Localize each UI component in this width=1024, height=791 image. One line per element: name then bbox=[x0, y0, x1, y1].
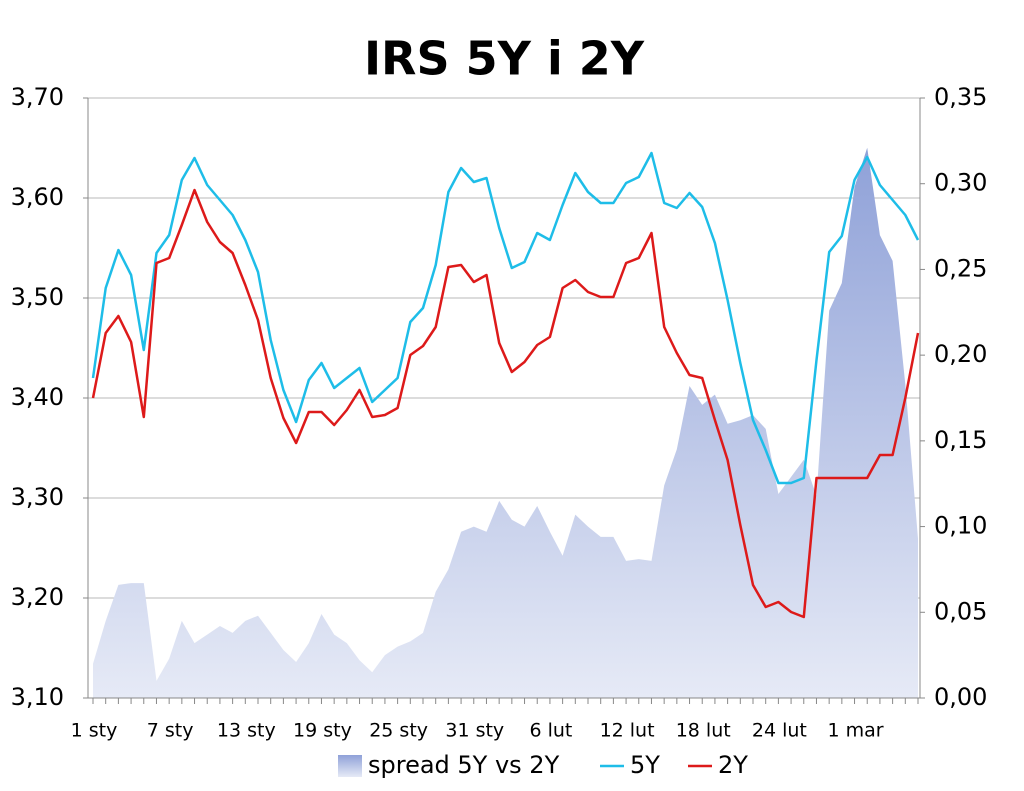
y2-tick-label: 0,00 bbox=[934, 683, 987, 711]
y-tick-label: 3,30 bbox=[11, 483, 64, 511]
legend-label: spread 5Y vs 2Y bbox=[368, 751, 560, 779]
y-tick-label: 3,10 bbox=[11, 683, 64, 711]
y-tick-label: 3,40 bbox=[11, 383, 64, 411]
x-tick-label: 1 sty bbox=[71, 720, 118, 742]
line bbox=[91, 151, 920, 485]
y-tick-label: 3,20 bbox=[11, 583, 64, 611]
y-tick-label: 3,50 bbox=[11, 283, 64, 311]
x-tick-label: 19 sty bbox=[293, 720, 352, 742]
y2-tick-label: 0,05 bbox=[934, 597, 987, 625]
x-tick-label: 1 mar bbox=[827, 720, 883, 742]
y2-tick-label: 0,30 bbox=[934, 169, 987, 197]
area bbox=[93, 147, 918, 698]
x-tick-label: 13 sty bbox=[217, 720, 276, 742]
y2-tick-label: 0,15 bbox=[934, 426, 987, 454]
y2-tick-label: 0,35 bbox=[934, 83, 987, 111]
line bbox=[91, 188, 920, 619]
x-tick-label: 7 sty bbox=[147, 720, 194, 742]
y2-tick-label: 0,10 bbox=[934, 512, 987, 540]
x-tick-label: 31 sty bbox=[445, 720, 504, 742]
y2-tick-label: 0,25 bbox=[934, 254, 987, 282]
chart-title: IRS 5Y i 2Y bbox=[364, 32, 645, 86]
legend-label: 2Y bbox=[718, 751, 748, 779]
x-tick-label: 25 sty bbox=[369, 720, 428, 742]
x-tick-label: 6 lut bbox=[529, 720, 572, 742]
x-tick-label: 24 lut bbox=[752, 720, 807, 742]
y2-tick-label: 0,20 bbox=[934, 340, 987, 368]
x-tick-label: 18 lut bbox=[676, 720, 731, 742]
legend-label: 5Y bbox=[630, 751, 660, 779]
x-tick-label: 12 lut bbox=[600, 720, 655, 742]
y-tick-label: 3,70 bbox=[11, 83, 64, 111]
y-tick-label: 3,60 bbox=[11, 183, 64, 211]
legend-swatch bbox=[338, 755, 362, 777]
